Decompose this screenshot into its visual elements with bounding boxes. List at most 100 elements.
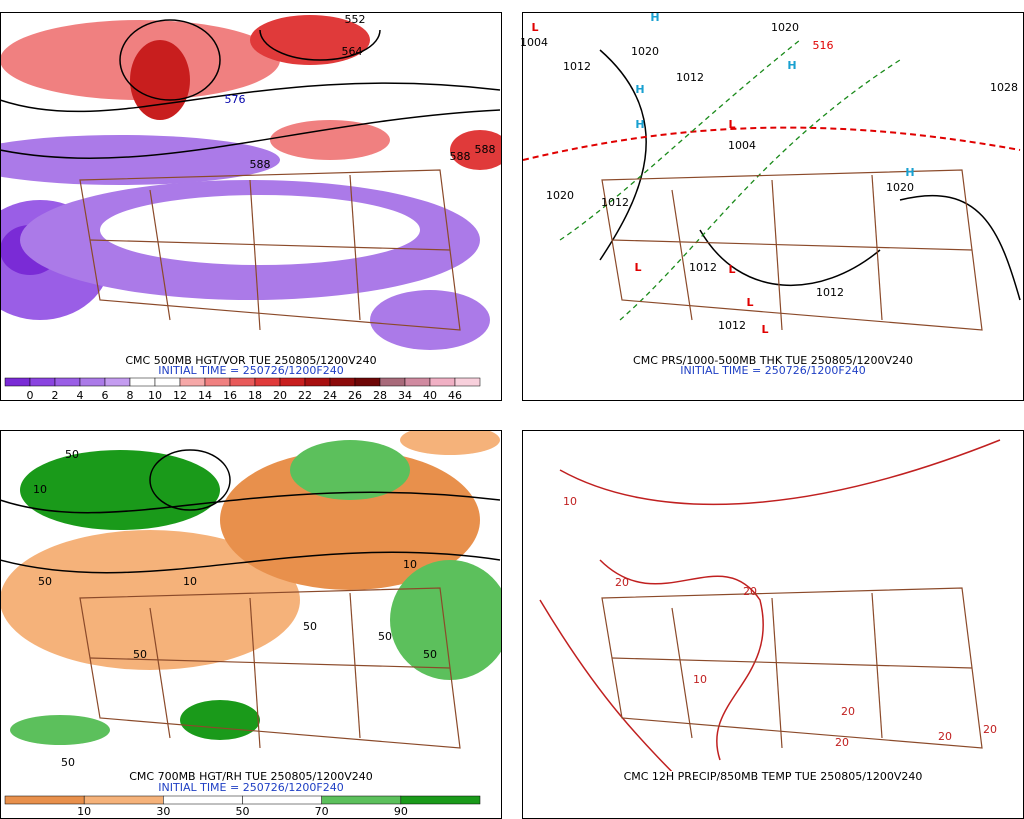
map-label: L xyxy=(728,263,735,276)
colorbar-label: 34 xyxy=(398,389,412,402)
contour xyxy=(1,82,501,113)
colorbar-swatch xyxy=(321,795,402,805)
map-label: H xyxy=(905,166,914,179)
contour xyxy=(699,229,881,286)
map xyxy=(539,439,1001,771)
panel-caption: CMC 12H PRECIP/850MB TEMP TUE 250805/120… xyxy=(624,770,923,783)
initial-time: INITIAL TIME = 250726/1200F240 xyxy=(158,364,343,377)
colorbar-swatch xyxy=(54,377,81,387)
colorbar-swatch xyxy=(304,377,331,387)
colorbar-label: 28 xyxy=(373,389,387,402)
colorbar-swatch xyxy=(179,377,206,387)
thickness xyxy=(559,39,901,321)
map-label: 564 xyxy=(342,45,363,58)
panel-frame xyxy=(522,430,1024,819)
border xyxy=(149,189,171,321)
initial-time: INITIAL TIME = 250726/1200F240 xyxy=(158,781,343,794)
map-label: 10 xyxy=(693,673,707,686)
map-label: 50 xyxy=(65,448,79,461)
colorbar-swatch xyxy=(4,377,31,387)
map-label: L xyxy=(531,21,538,34)
map-label: 1028 xyxy=(990,81,1018,94)
map-label: 1012 xyxy=(689,261,717,274)
colorbar-label: 70 xyxy=(315,805,329,818)
map-label: 50 xyxy=(303,620,317,633)
colorbar-label: 2 xyxy=(52,389,59,402)
map-label: L xyxy=(746,296,753,309)
colorbar-swatch xyxy=(454,377,481,387)
map-label: 552 xyxy=(345,13,366,26)
map-label: H xyxy=(635,83,644,96)
map-label: 1020 xyxy=(771,21,799,34)
contour xyxy=(1,551,501,574)
border xyxy=(249,179,261,331)
map xyxy=(523,39,1021,331)
colorbar-swatch xyxy=(242,795,322,805)
map-label: 1012 xyxy=(676,71,704,84)
border xyxy=(611,657,973,669)
colorbar-swatch xyxy=(279,377,306,387)
border xyxy=(601,587,983,749)
border xyxy=(149,607,171,739)
map-label: 20 xyxy=(983,723,997,736)
shade xyxy=(290,440,410,500)
contour xyxy=(599,559,764,761)
colorbar-label: 8 xyxy=(127,389,134,402)
map-label: 20 xyxy=(615,576,629,589)
map-label: 588 xyxy=(475,143,496,156)
border xyxy=(671,189,693,321)
colorbar-label: 30 xyxy=(156,805,170,818)
map-label: 1020 xyxy=(546,189,574,202)
shade xyxy=(270,120,390,160)
colorbar-label: 0 xyxy=(27,389,34,402)
colorbar-label: 10 xyxy=(148,389,162,402)
map-label: 588 xyxy=(450,150,471,163)
border xyxy=(79,169,461,331)
map-label: 50 xyxy=(38,575,52,588)
colorbar-label: 46 xyxy=(448,389,462,402)
colorbar-label: 4 xyxy=(77,389,84,402)
map-label: 10 xyxy=(563,495,577,508)
contour xyxy=(559,439,1001,506)
map-label: H xyxy=(650,11,659,24)
border xyxy=(601,169,983,331)
panel-frame xyxy=(522,12,1024,401)
map-label: 10 xyxy=(33,483,47,496)
map-label: L xyxy=(634,261,641,274)
contour xyxy=(1,491,501,514)
map-label: 20 xyxy=(835,736,849,749)
colorbar-swatch xyxy=(83,795,164,805)
border xyxy=(671,607,693,739)
colorbar-label: 50 xyxy=(236,805,250,818)
colorbar-label: 90 xyxy=(394,805,408,818)
map xyxy=(1,431,501,749)
shade xyxy=(130,40,190,120)
colorbar-swatch xyxy=(204,377,231,387)
border xyxy=(89,239,451,251)
map-label: L xyxy=(728,118,735,131)
front xyxy=(523,126,1021,161)
map-label: H xyxy=(787,59,796,72)
contour xyxy=(899,194,1021,301)
map-label: 10 xyxy=(403,558,417,571)
colorbar-label: 20 xyxy=(273,389,287,402)
map-label: 20 xyxy=(743,585,757,598)
colorbar-swatch xyxy=(404,377,431,387)
map-label: 1012 xyxy=(718,319,746,332)
colorbar-label: 24 xyxy=(323,389,337,402)
colorbar-swatch xyxy=(229,377,256,387)
shade xyxy=(400,431,500,455)
map-label: 20 xyxy=(938,730,952,743)
colorbar-swatch xyxy=(4,795,85,805)
colorbar-swatch xyxy=(129,377,156,387)
contour xyxy=(149,449,231,511)
map-label: 516 xyxy=(813,39,834,52)
colorbar-swatch xyxy=(79,377,106,387)
shade xyxy=(370,290,490,350)
colorbar-swatch xyxy=(104,377,131,387)
contour xyxy=(1,109,501,159)
map-label: 1012 xyxy=(601,196,629,209)
map-label: 50 xyxy=(61,756,75,769)
map-label: 1004 xyxy=(728,139,756,152)
